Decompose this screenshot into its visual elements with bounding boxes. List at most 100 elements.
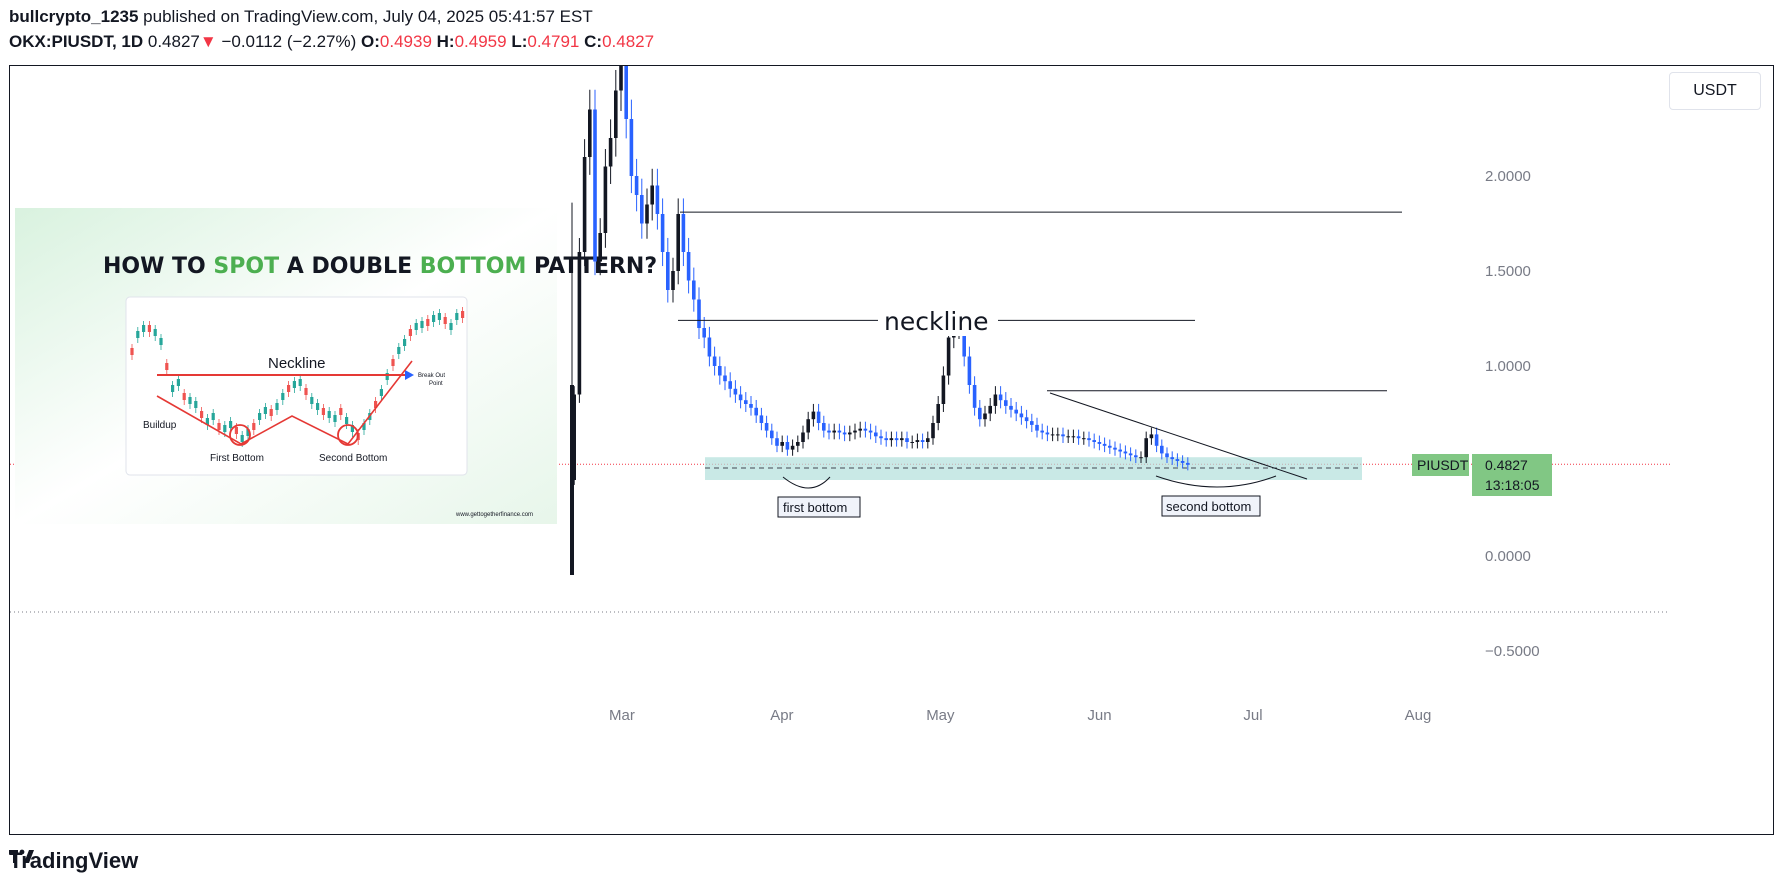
candle xyxy=(650,185,654,205)
inset-candle xyxy=(205,418,209,425)
inset-candle xyxy=(414,323,418,330)
inset-buildup-label: Buildup xyxy=(143,420,177,431)
inset-first-bottom-label: First Bottom xyxy=(210,453,264,464)
candle xyxy=(1165,453,1169,458)
price-tag-countdown: 13:18:05 xyxy=(1485,477,1540,493)
candle xyxy=(790,445,795,450)
candle xyxy=(1056,434,1060,436)
candle xyxy=(1040,430,1044,433)
candle xyxy=(570,385,574,575)
candle xyxy=(775,438,779,446)
inset-candle xyxy=(182,393,186,400)
inset-candle xyxy=(287,385,291,392)
candle xyxy=(1170,457,1174,460)
candle xyxy=(754,407,758,416)
inset-candle xyxy=(298,379,302,386)
candle xyxy=(1004,400,1008,406)
candle xyxy=(640,195,644,224)
candle xyxy=(624,66,628,119)
inset-candle xyxy=(263,407,267,414)
close-value: 0.4827 xyxy=(602,32,655,51)
symbol[interactable]: OKX:PIUSDT, 1D xyxy=(9,32,144,51)
candle xyxy=(686,252,691,281)
inset-candle xyxy=(310,397,314,404)
candle xyxy=(1175,459,1180,461)
y-axis[interactable]: 2.0000 1.5000 1.0000 0.0000 −0.5000 xyxy=(1485,168,1540,660)
high-value: 0.4959 xyxy=(454,32,507,51)
open-label: O: xyxy=(361,32,380,51)
inset-first-bottom-circle xyxy=(229,424,251,446)
candle xyxy=(988,405,992,414)
x-tick-label: May xyxy=(926,707,955,724)
candle xyxy=(1061,434,1065,437)
inset-pattern-line xyxy=(156,360,413,446)
candle xyxy=(1139,457,1143,459)
inset-neckline-label: Neckline xyxy=(268,355,326,372)
inset-candle xyxy=(147,325,151,332)
candle xyxy=(972,385,977,408)
candle xyxy=(967,356,972,385)
y-tick-label: 1.0000 xyxy=(1485,358,1531,375)
author[interactable]: bullcrypto_1235 xyxy=(9,7,139,26)
candle xyxy=(728,381,732,389)
candle xyxy=(707,337,712,357)
candle xyxy=(671,271,675,290)
inset-candle xyxy=(252,423,256,430)
inset-candle xyxy=(350,425,354,432)
candle xyxy=(936,404,940,423)
candle xyxy=(962,318,966,357)
inset-candle xyxy=(321,408,325,415)
support-zone[interactable] xyxy=(705,457,1362,480)
footer-brand[interactable]: TradingView xyxy=(9,848,138,874)
candle xyxy=(1097,442,1102,444)
candle xyxy=(764,423,769,431)
candle xyxy=(577,252,582,395)
first-bottom-label: first bottom xyxy=(783,500,847,515)
inset-title: HOW TO SPOT A DOUBLE BOTTOM PATTERN? xyxy=(103,254,657,279)
inset-candle xyxy=(374,401,378,408)
candle xyxy=(660,214,665,252)
x-tick-label: Jun xyxy=(1087,707,1111,724)
candle xyxy=(702,328,706,338)
inset-card xyxy=(125,296,468,476)
inset-candle xyxy=(165,363,169,370)
candles-group[interactable] xyxy=(570,66,1190,575)
inset-candle xyxy=(461,311,465,318)
inset-candle xyxy=(281,393,285,400)
horizontal-lines[interactable] xyxy=(678,211,1402,392)
candle xyxy=(827,430,831,433)
second-bottom-box[interactable] xyxy=(1161,495,1261,517)
candle xyxy=(588,109,592,157)
candle xyxy=(593,109,597,262)
inset-candle xyxy=(391,359,395,366)
candle xyxy=(1071,436,1076,438)
inset-candle xyxy=(258,413,262,420)
candle xyxy=(614,90,618,138)
price-change: −0.0112 (−2.27%) xyxy=(221,32,357,51)
descending-trendline[interactable] xyxy=(1049,392,1308,480)
first-bottom-box[interactable] xyxy=(777,496,861,518)
x-axis[interactable]: Mar Apr May Jun Jul Aug xyxy=(609,707,1431,724)
y-tick-label: 2.0000 xyxy=(1485,168,1531,185)
inset-candle xyxy=(142,325,146,332)
price-tag-price: 0.4827 xyxy=(1485,457,1528,473)
inset-candle xyxy=(449,323,453,330)
candle xyxy=(749,404,753,408)
inset-breakout-label-1: Break Out xyxy=(418,373,445,379)
price-chart[interactable]: HOW TO SPOT A DOUBLE BOTTOM PATTERN? Nec… xyxy=(10,66,1774,835)
candle xyxy=(1030,421,1034,425)
inset-breakout-label-2: Point xyxy=(429,381,443,387)
inset-candle xyxy=(240,435,244,442)
chart-frame[interactable]: HOW TO SPOT A DOUBLE BOTTOM PATTERN? Nec… xyxy=(9,65,1774,835)
last-price: 0.4827 xyxy=(147,32,200,51)
y-tick-label: −0.5000 xyxy=(1485,643,1540,660)
candle xyxy=(941,375,946,404)
candle xyxy=(1092,440,1096,442)
y-tick-label: 0.0000 xyxy=(1485,548,1531,565)
inset-candle xyxy=(437,313,441,320)
candle xyxy=(806,419,810,433)
currency-button[interactable]: USDT xyxy=(1669,72,1761,110)
candle xyxy=(718,366,722,376)
candle xyxy=(1128,453,1133,456)
breakout-arrow-icon xyxy=(405,370,414,380)
